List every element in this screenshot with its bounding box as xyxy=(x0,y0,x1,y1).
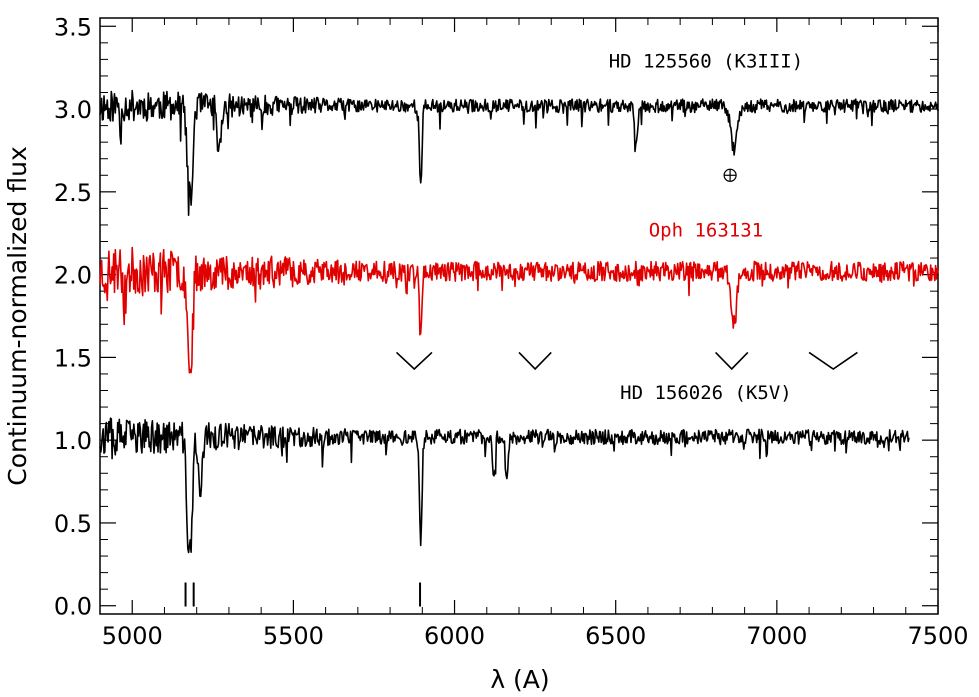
series-label-2: HD 156026 (K5V) xyxy=(620,382,792,404)
spectrum-series: HD 125560 (K3III) Oph 163131 HD 156026 (K5… xyxy=(99,51,939,554)
v-marker-1 xyxy=(518,351,552,371)
na-d-marker: | xyxy=(416,579,424,607)
v-marker-0 xyxy=(395,351,433,371)
mg-b-marker: || xyxy=(182,579,198,607)
y-tick-label: 0.0 xyxy=(54,593,92,621)
x-tick-label: 7500 xyxy=(907,622,968,650)
series-line-1 xyxy=(99,246,939,374)
x-tick-label: 6000 xyxy=(424,622,485,650)
series-label-1: Oph 163131 xyxy=(649,220,763,242)
y-axis-ticks: 0.0 0.5 1.0 1.5 2.0 2.5 3.0 3.5 xyxy=(54,13,938,621)
series-line-0 xyxy=(99,89,939,216)
x-axis-ticks: 5000 5500 6000 6500 7000 7500 xyxy=(99,18,969,650)
x-tick-label: 6500 xyxy=(585,622,646,650)
v-marker-2 xyxy=(715,351,749,371)
y-tick-label: 1.5 xyxy=(54,344,92,372)
y-axis-title: Continuum-normalized flux xyxy=(3,146,32,486)
annotations: || | xyxy=(182,168,858,607)
series-line-2 xyxy=(99,417,910,554)
x-axis-title: λ (A) xyxy=(490,665,549,694)
y-tick-label: 2.0 xyxy=(54,262,92,290)
y-tick-label: 3.0 xyxy=(54,96,92,124)
x-tick-label: 5000 xyxy=(102,622,163,650)
v-marker-3 xyxy=(808,351,858,370)
y-tick-label: 2.5 xyxy=(54,179,92,207)
y-tick-label: 0.5 xyxy=(54,510,92,538)
x-tick-label: 7000 xyxy=(746,622,807,650)
y-tick-label: 1.0 xyxy=(54,427,92,455)
series-label-0: HD 125560 (K3III) xyxy=(609,51,803,73)
y-tick-label: 3.5 xyxy=(54,13,92,41)
x-tick-label: 5500 xyxy=(263,622,324,650)
